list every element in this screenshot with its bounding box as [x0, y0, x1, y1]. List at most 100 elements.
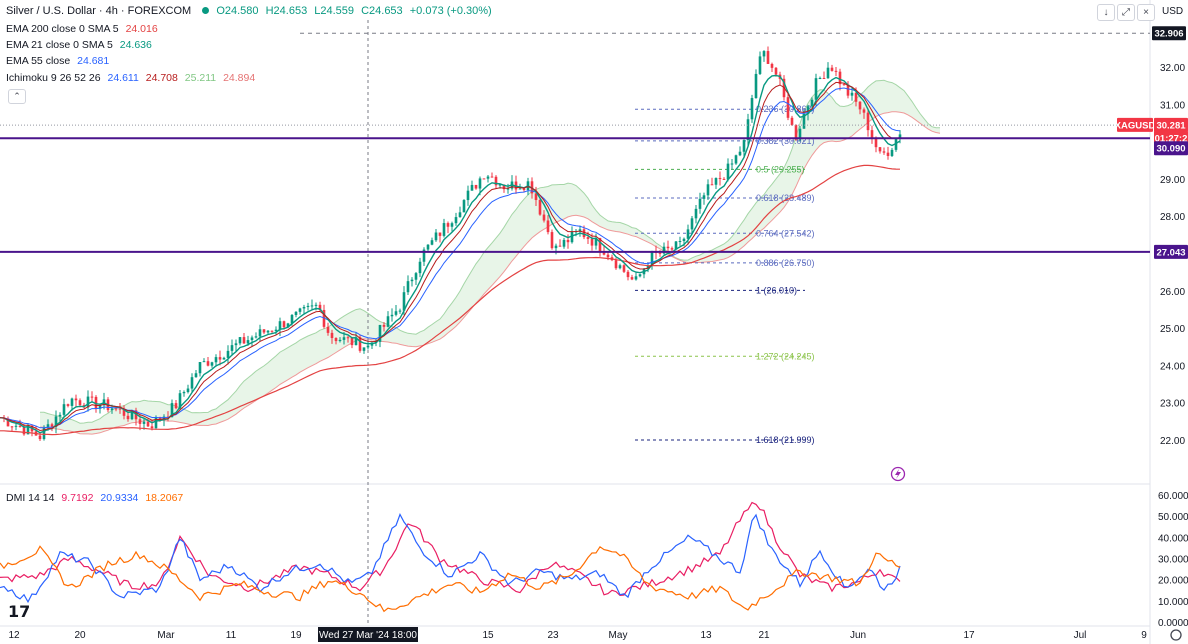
ichimoku-legend[interactable]: Ichimoku 9 26 52 26 24.611 24.708 25.211…: [6, 70, 259, 86]
fib-level-label: 0.5 (29.255): [756, 164, 805, 174]
ichimoku-cloud-segment: [552, 184, 556, 225]
candle-body: [774, 67, 778, 75]
candle-body: [658, 252, 662, 254]
price-tick-label: 32.00: [1160, 63, 1185, 74]
ichimoku-cloud-segment: [264, 362, 268, 396]
ichimoku-cloud-segment: [260, 365, 264, 399]
dmi-tick-label: 60.0000: [1158, 491, 1188, 502]
ichimoku-cloud-segment: [612, 221, 616, 232]
candle-body: [854, 92, 858, 102]
price-tick-label: 24.00: [1160, 361, 1185, 372]
symbol-price-tag: XAGUSD: [1115, 120, 1156, 131]
candle-body: [242, 337, 246, 344]
price-tick-label: 28.00: [1160, 212, 1185, 223]
price-label-countdown: 01:27:2: [1155, 133, 1188, 144]
dmi-series-di-line: [0, 513, 901, 604]
candle-body: [326, 326, 330, 333]
ichimoku-value-2: 24.708: [145, 72, 178, 84]
time-tick-label: Jun: [850, 630, 866, 641]
ichimoku-cloud-segment: [608, 220, 612, 231]
crosshair-time-box: [318, 627, 418, 642]
scroll-down-button[interactable]: ↓: [1097, 4, 1115, 21]
candle-body: [250, 337, 254, 341]
ichimoku-cloud-segment: [888, 81, 892, 113]
collapse-legend-button[interactable]: ⌃: [8, 89, 26, 104]
candle-body: [662, 246, 666, 254]
candle-body: [234, 343, 238, 346]
price-label-last-box: [1154, 117, 1188, 132]
ohlc-low: L24.559: [314, 5, 355, 17]
dmi-tick-label: 50.0000: [1158, 512, 1188, 523]
candle-body: [826, 67, 830, 79]
candle-body: [54, 416, 58, 427]
candle-body: [190, 377, 194, 389]
candle-body: [898, 134, 902, 139]
currency-label[interactable]: USD: [1162, 6, 1184, 17]
ichimoku-cloud-segment: [44, 412, 48, 428]
candle-body: [410, 279, 414, 282]
candle-body: [730, 163, 734, 165]
candle-body: [238, 337, 242, 344]
arrow-down-icon: ↓: [1103, 7, 1109, 18]
dmi-value-1: 9.7192: [61, 492, 94, 504]
candle-body: [458, 212, 462, 218]
candle-body: [218, 357, 222, 360]
tradingview-logo[interactable]: 17: [8, 602, 31, 621]
candle-body: [154, 417, 158, 429]
fib-level-label: 0.382 (30.021): [756, 136, 815, 146]
ichimoku-cloud-segment: [200, 412, 204, 426]
ichimoku-cloud-segment: [572, 183, 576, 216]
candle-body: [110, 408, 114, 411]
ichimoku-cloud-segment: [240, 381, 244, 412]
candle-body: [342, 337, 346, 340]
ichimoku-cloud-segment: [512, 209, 516, 262]
ichimoku-cloud-segment: [360, 308, 364, 340]
candle-body: [422, 249, 426, 262]
candle-body: [58, 414, 62, 417]
ichimoku-cloud-segment: [220, 402, 224, 423]
candle-body: [746, 119, 750, 141]
ichimoku-cloud-segment: [756, 198, 760, 235]
ichimoku-cloud-segment: [496, 233, 500, 282]
candle-body: [402, 292, 406, 311]
time-tick-label: 12: [8, 630, 20, 641]
candle-body: [366, 345, 370, 348]
ichimoku-cloud-segment: [296, 339, 300, 375]
ichimoku-cloud-segment: [904, 90, 908, 115]
ichimoku-cloud-segment: [256, 368, 260, 401]
candle-body: [362, 347, 366, 351]
ichimoku-cloud-segment: [104, 413, 108, 432]
ichimoku-cloud-segment: [436, 319, 440, 341]
candle-body: [770, 63, 774, 68]
close-pane-button[interactable]: ×: [1137, 4, 1155, 21]
ichimoku-cloud-segment: [88, 422, 92, 435]
ichimoku-cloud-segment: [280, 349, 284, 385]
candle-body: [318, 304, 322, 310]
ichimoku-cloud-segment: [284, 347, 288, 383]
candle-body: [754, 73, 758, 99]
candle-body: [306, 305, 310, 308]
ichimoku-cloud-segment: [232, 391, 236, 417]
ichimoku-cloud-segment: [268, 359, 272, 394]
ema200-legend[interactable]: EMA 200 close 0 SMA 5 24.016: [6, 21, 162, 37]
ichimoku-cloud-segment: [564, 183, 568, 219]
maximize-button[interactable]: ⤢: [1117, 4, 1135, 21]
ichimoku-cloud-segment: [312, 332, 316, 366]
dmi-legend[interactable]: DMI 14 14 9.7192 20.9334 18.2067: [6, 490, 187, 506]
candle-body: [126, 415, 130, 420]
time-tick-label: 17: [963, 630, 975, 641]
fib-level-label: 1.618 (21.999): [756, 435, 815, 445]
ichimoku-cloud-segment: [456, 291, 460, 327]
ema21-legend[interactable]: EMA 21 close 0 SMA 5 24.636: [6, 37, 156, 53]
ema55-legend[interactable]: EMA 55 close 24.681: [6, 53, 113, 69]
candle-body: [750, 98, 754, 120]
ichimoku-cloud-segment: [524, 194, 528, 247]
ichimoku-cloud-segment: [900, 87, 904, 113]
time-tick-label: 9: [1141, 630, 1147, 641]
ohlc-change: +0.073 (+0.30%): [409, 5, 492, 17]
symbol-legend: Silver / U.S. Dollar · 4h · FOREXCOM O24…: [6, 3, 496, 19]
candle-body: [206, 361, 210, 366]
ichimoku-cloud-segment: [216, 405, 220, 425]
candle-body: [614, 260, 618, 269]
